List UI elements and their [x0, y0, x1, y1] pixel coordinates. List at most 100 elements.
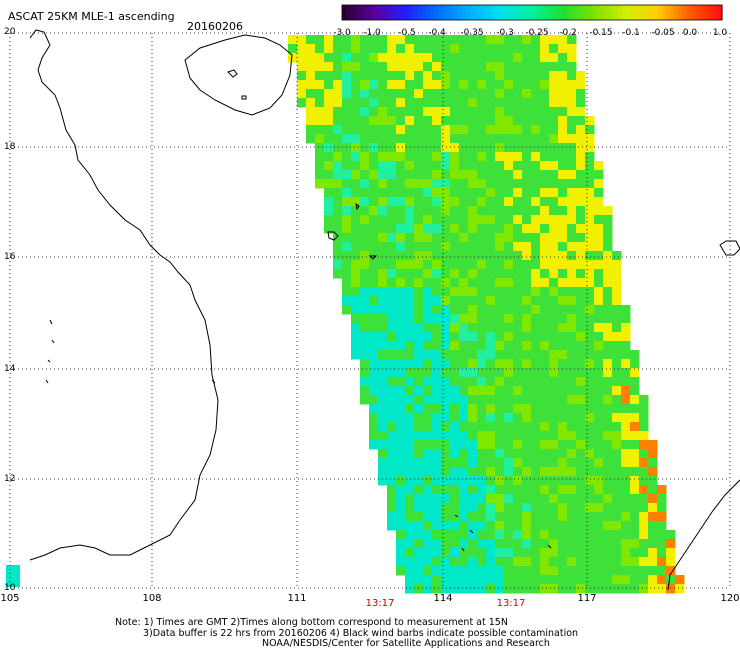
- swath-cell: [540, 125, 550, 135]
- swath-cell: [531, 287, 541, 297]
- swath-cell: [342, 134, 352, 144]
- swath-cell: [522, 323, 532, 333]
- swath-cell: [423, 503, 433, 513]
- swath-cell: [585, 548, 595, 558]
- swath-cell: [423, 125, 433, 135]
- swath-cell: [387, 476, 397, 486]
- swath-cell: [360, 296, 370, 306]
- swath-cell: [603, 341, 613, 351]
- swath-cell: [486, 224, 496, 234]
- swath-cell: [342, 143, 352, 153]
- swath-cell: [612, 431, 622, 441]
- swath-cell: [441, 215, 451, 225]
- swath-cell: [432, 332, 442, 342]
- swath-cell: [486, 386, 496, 396]
- swath-cell: [495, 125, 505, 135]
- swath-cell: [324, 215, 334, 225]
- swath-cell: [504, 485, 514, 495]
- swath-cell: [432, 80, 442, 90]
- swath-cell: [585, 116, 595, 126]
- swath-cell: [549, 476, 559, 486]
- swath-cell: [540, 44, 550, 54]
- swath-cell: [576, 71, 586, 81]
- colorbar-cell: [382, 5, 387, 20]
- swath-cell: [486, 566, 496, 576]
- swath-cell: [405, 197, 415, 207]
- swath-cell: [612, 359, 622, 369]
- swath-cell: [594, 575, 604, 585]
- swath-cell: [396, 449, 406, 459]
- swath-cell: [459, 224, 469, 234]
- swath-cell: [333, 206, 343, 216]
- swath-cell: [414, 62, 424, 72]
- swath-cell: [540, 107, 550, 117]
- swath-cell: [639, 467, 649, 477]
- swath-cell: [486, 467, 496, 477]
- colorbar-cell: [386, 5, 391, 20]
- swath-cell: [414, 260, 424, 270]
- swath-cell: [459, 584, 469, 594]
- swath-cell: [612, 584, 622, 594]
- swath-cell: [351, 305, 361, 315]
- swath-cell: [459, 152, 469, 162]
- swath-cell: [594, 305, 604, 315]
- swath-cell: [396, 332, 406, 342]
- swath-cell: [450, 197, 460, 207]
- swath-cell: [603, 539, 613, 549]
- map-title: ASCAT 25KM MLE-1 ascending: [8, 10, 175, 23]
- x-tick-105: 105: [0, 593, 20, 604]
- swath-cell: [315, 98, 325, 108]
- swath-cell: [441, 98, 451, 108]
- colorbar-cell: [434, 5, 439, 20]
- swath-cell: [486, 485, 496, 495]
- swath-cell: [369, 116, 379, 126]
- colorbar-cell: [578, 5, 583, 20]
- swath-cell: [504, 170, 514, 180]
- swath-cell: [441, 224, 451, 234]
- swath-cell: [360, 278, 370, 288]
- swath-cell: [603, 503, 613, 513]
- swath-cell: [342, 260, 352, 270]
- swath-cell: [459, 395, 469, 405]
- swath-cell: [432, 296, 442, 306]
- swath-cell: [441, 341, 451, 351]
- swath-cell: [558, 62, 568, 72]
- swath-cell: [531, 539, 541, 549]
- swath-cell: [540, 278, 550, 288]
- swath-cell: [378, 476, 388, 486]
- swath-cell: [396, 368, 406, 378]
- swath-cell: [414, 341, 424, 351]
- swath-cell: [315, 35, 325, 45]
- swath-cell: [333, 44, 343, 54]
- swath-cell: [594, 395, 604, 405]
- swath-cell: [441, 152, 451, 162]
- swath-cell: [576, 485, 586, 495]
- swath-cell: [522, 251, 532, 261]
- swath-cell: [558, 242, 568, 252]
- pass-time-1: 13:17: [365, 598, 395, 609]
- swath-cell: [576, 494, 586, 504]
- swath-cell: [351, 179, 361, 189]
- swath-cell: [567, 197, 577, 207]
- swath-cell: [369, 179, 379, 189]
- swath-cell: [585, 323, 595, 333]
- swath-cell: [405, 287, 415, 297]
- swath-cell: [477, 566, 487, 576]
- swath-cell: [594, 584, 604, 594]
- swath-cell: [360, 386, 370, 396]
- swath-cell: [306, 80, 316, 90]
- swath-cell: [585, 332, 595, 342]
- swath-cell: [495, 98, 505, 108]
- swath-cell: [666, 530, 676, 540]
- swath-cell: [450, 539, 460, 549]
- swath-cell: [468, 359, 478, 369]
- palawan-coastline: [667, 479, 740, 591]
- swath-cell: [369, 98, 379, 108]
- swath-cell: [387, 125, 397, 135]
- swath-cell: [549, 575, 559, 585]
- swath-cell: [549, 449, 559, 459]
- swath-cell: [540, 269, 550, 279]
- swath-cell: [342, 116, 352, 126]
- swath-cell: [405, 404, 415, 414]
- swath-cell: [585, 341, 595, 351]
